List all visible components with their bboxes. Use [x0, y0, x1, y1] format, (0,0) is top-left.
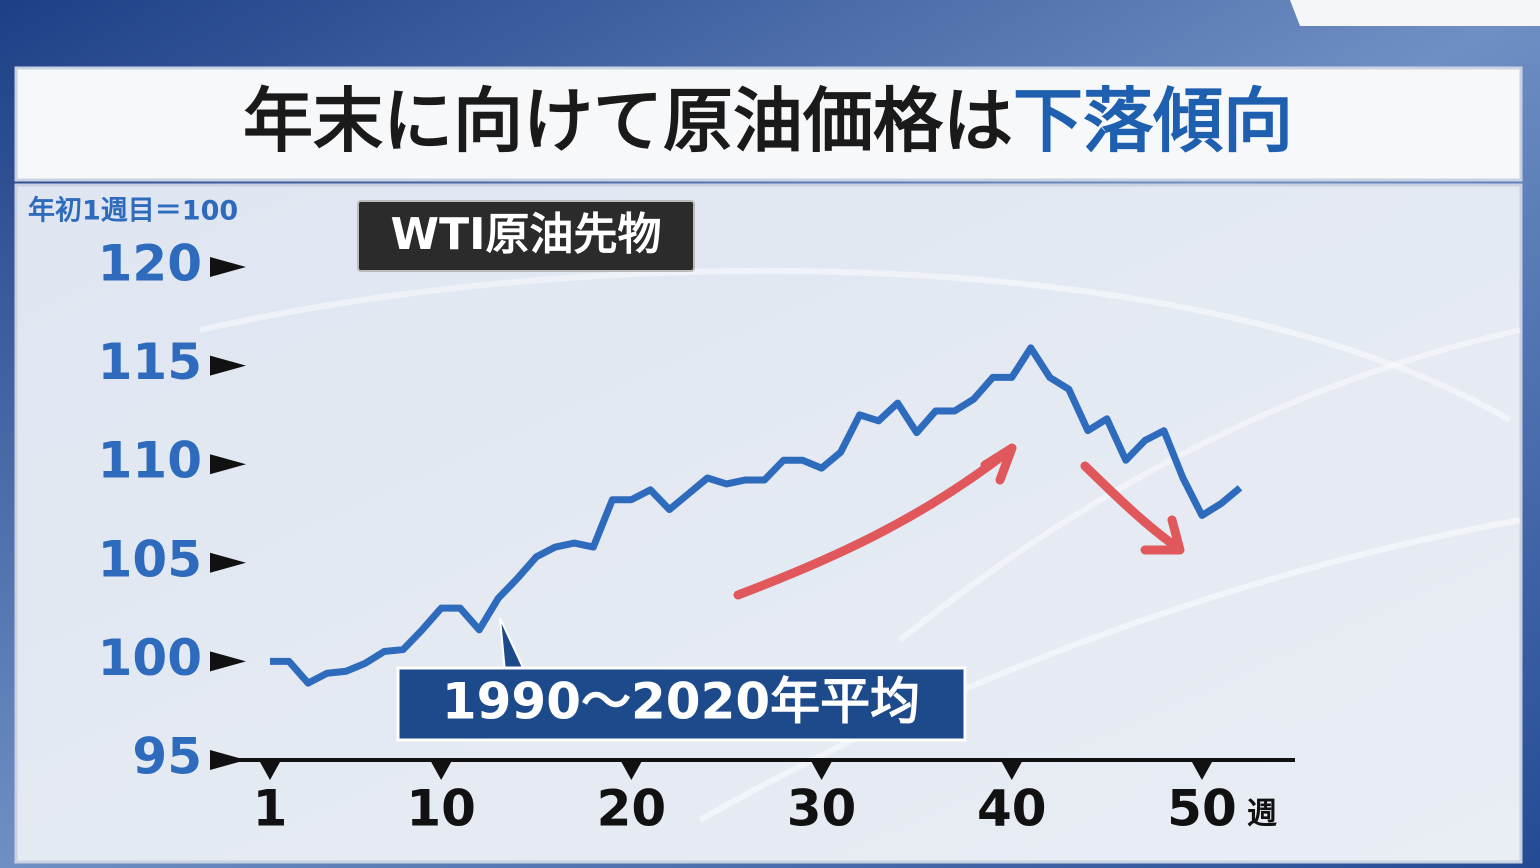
y-tick-mark — [210, 750, 246, 770]
y-tick-mark — [210, 355, 246, 376]
y-tick-label: 120 — [98, 235, 202, 293]
annotation-box — [357, 200, 695, 272]
plot-panel — [14, 183, 1523, 864]
x-tick-mark — [621, 762, 642, 780]
annotation: WTI原油先物 — [391, 209, 662, 260]
x-tick-mark — [1191, 762, 1212, 780]
y-axis-label: 年初1週目＝100 — [28, 195, 238, 227]
x-tick-label: 30 — [787, 780, 857, 838]
legend-label: 1990～2020年平均 — [442, 673, 920, 731]
title-emphasis: 下落傾向 — [1013, 80, 1293, 162]
x-tick-label: 20 — [597, 780, 667, 838]
x-tick-mark — [811, 762, 832, 780]
title-main: 年末に向けて原油価格は — [243, 80, 1013, 162]
y-tick-label: 95 — [132, 728, 202, 786]
y-tick-label: 100 — [98, 629, 202, 687]
title-banner — [14, 66, 1523, 182]
x-tick-mark — [260, 762, 280, 780]
corner-tab — [1290, 0, 1540, 26]
y-tick-mark — [210, 651, 246, 672]
series-callout-box — [396, 666, 967, 742]
x-tick-label: 10 — [406, 780, 476, 838]
x-tick-label: 40 — [977, 780, 1047, 838]
x-tick-label: 50 — [1167, 780, 1237, 838]
y-tick-label: 110 — [98, 432, 202, 490]
y-tick-label: 115 — [98, 333, 202, 391]
x-tick-mark — [1001, 762, 1022, 780]
y-tick-label: 105 — [98, 530, 202, 588]
chart-title: 年末に向けて原油価格は下落傾向 — [243, 80, 1293, 162]
y-tick-mark — [210, 454, 246, 475]
y-tick-mark — [210, 257, 246, 277]
x-axis-label: 週 — [1247, 797, 1277, 832]
series-line — [270, 344, 1243, 687]
x-tick-label: 1 — [253, 780, 288, 838]
y-tick-mark — [210, 552, 246, 573]
trend-arrows — [733, 443, 1185, 600]
decor-swirls — [199, 267, 1521, 823]
x-tick-mark — [431, 762, 452, 780]
